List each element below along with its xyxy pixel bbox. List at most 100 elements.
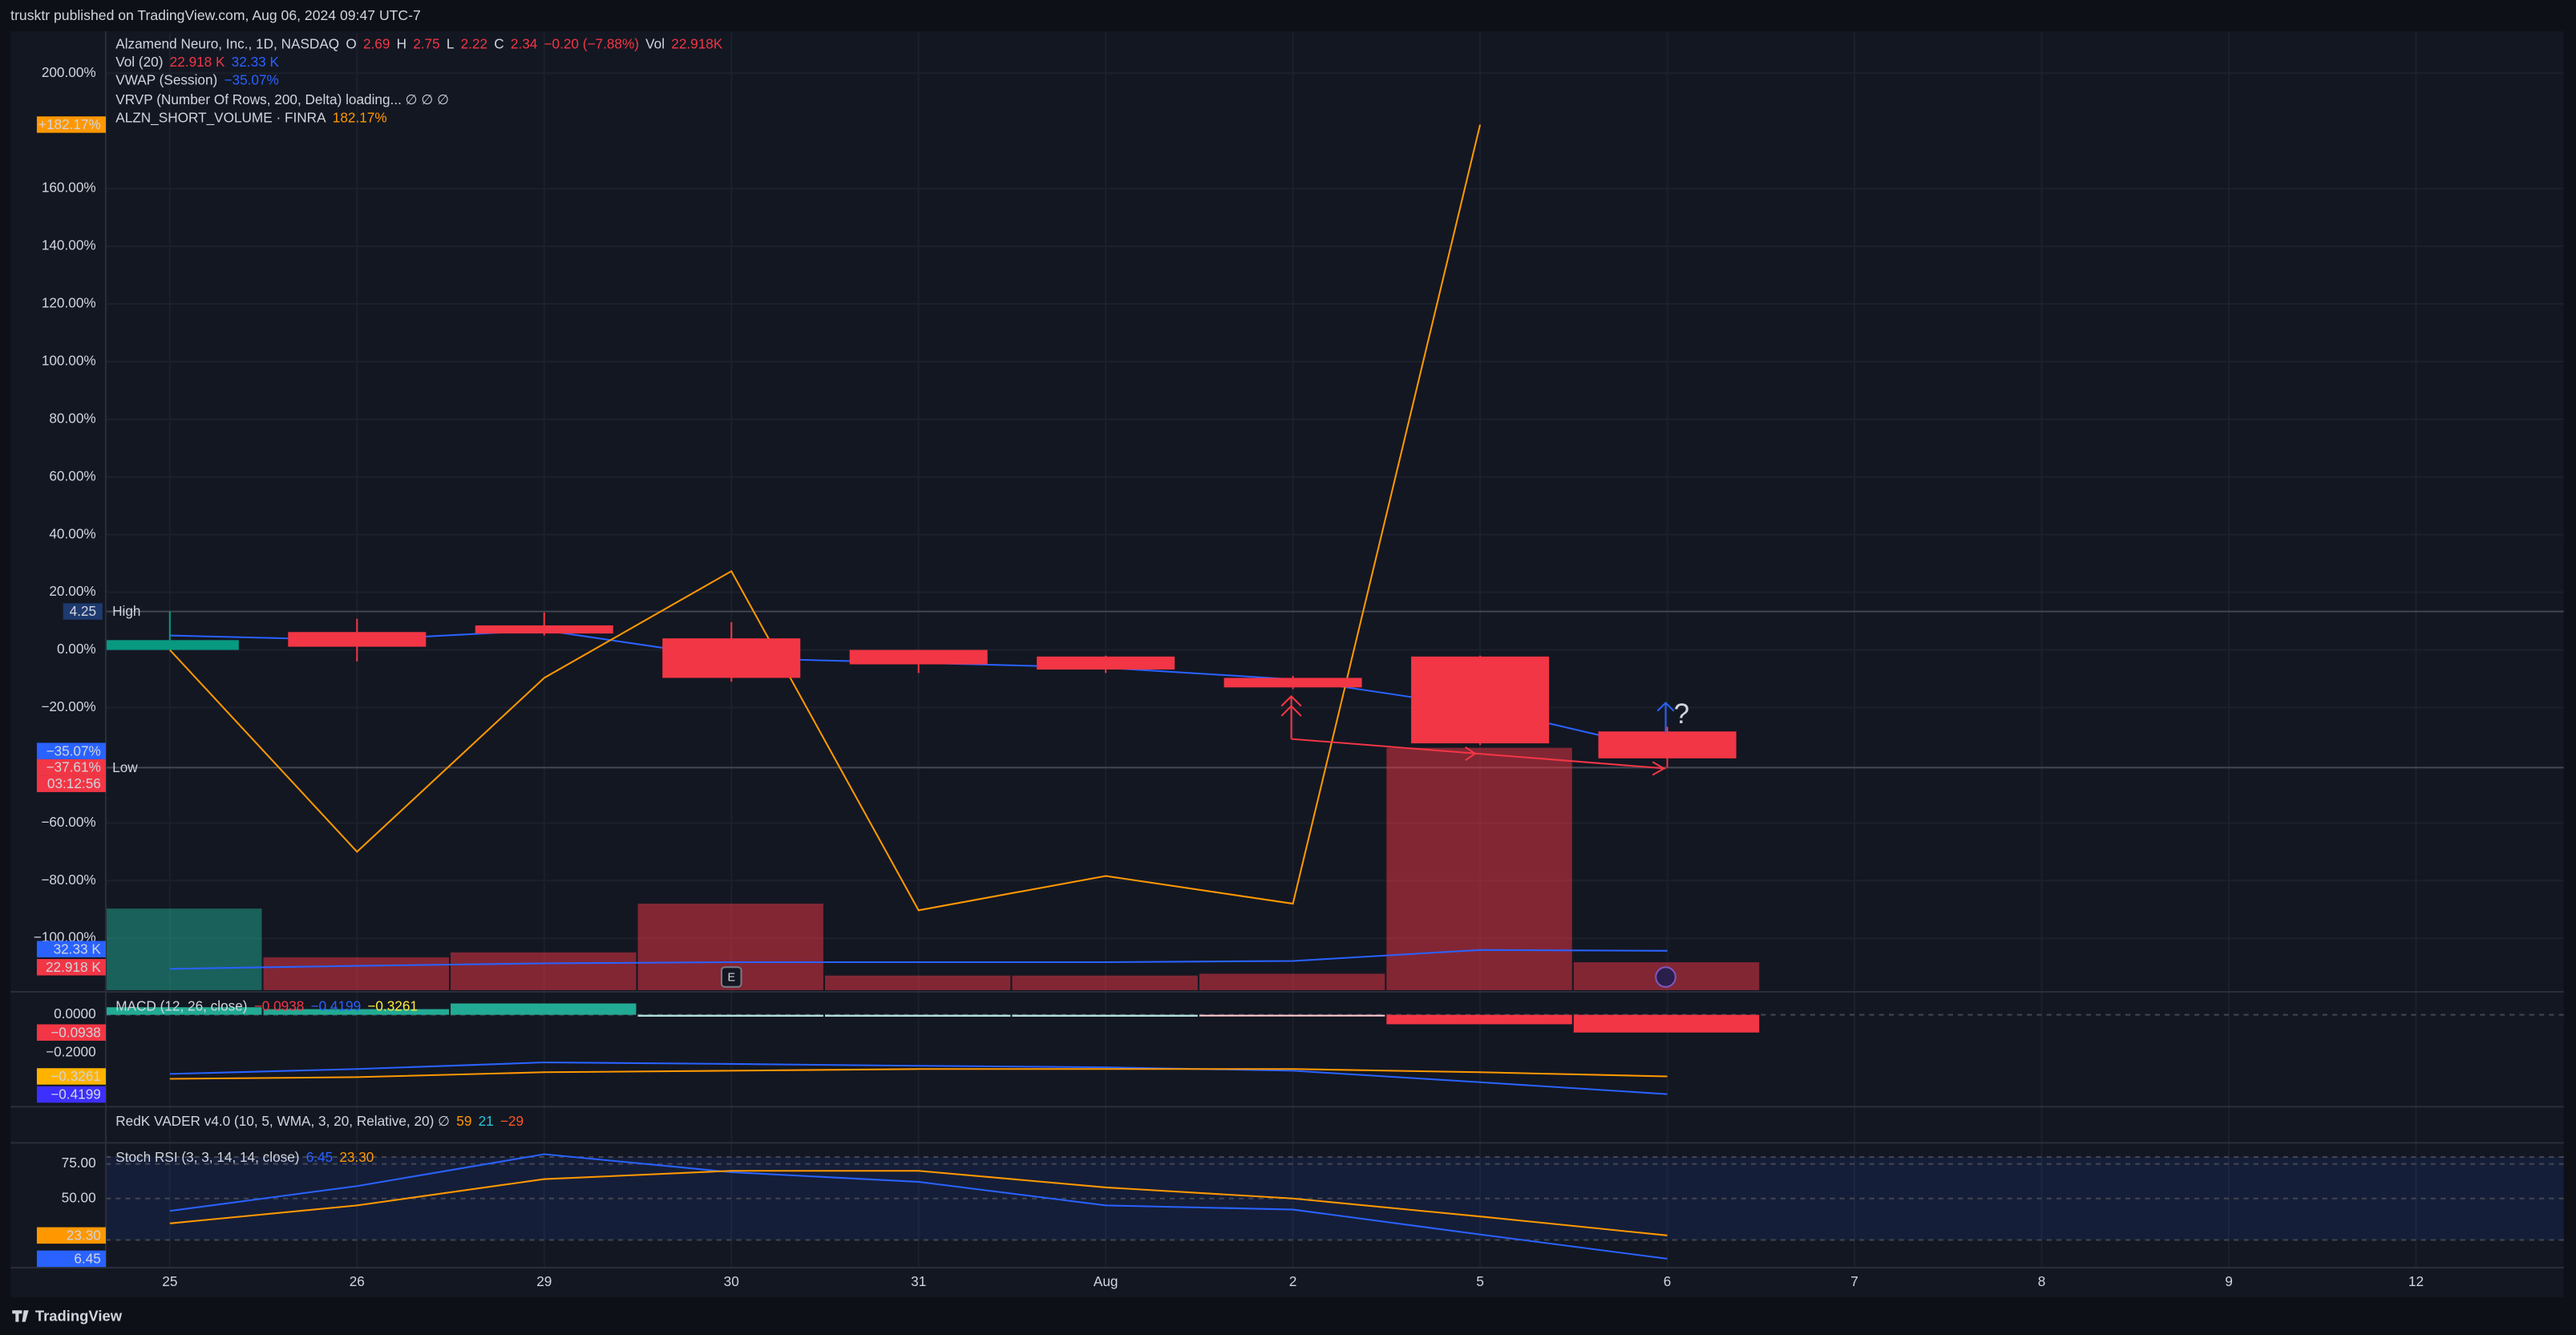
axis-tag-label: 32.33 K [54,941,102,957]
stoch-line [169,1170,1668,1236]
legend-item: ALZN_SHORT_VOLUME · FINRA [115,109,326,125]
arrow-up [1280,694,1302,739]
legend-item: 2.34 [511,35,538,51]
x-tick-label: 5 [1476,1273,1484,1289]
legend-item: MACD (12, 26, close) [115,997,247,1013]
legend-line: VWAP (Session) −35.07% [115,71,279,87]
macd-bar [1573,1014,1760,1033]
x-tick-label: 31 [911,1273,926,1289]
countdown-tag [36,775,106,792]
macd-bar [824,1014,1011,1017]
macd-line [169,1068,1668,1080]
volume-bar [263,957,449,990]
candle-body [1598,731,1737,759]
axis-tag-label: −0.3261 [51,1068,101,1084]
axis-tag [36,1086,106,1103]
x-tick-label: 2 [1289,1273,1297,1289]
y-tick-label: −0.2000 [46,1043,96,1059]
y-tick-label: 80.00% [49,410,95,426]
legend-item: 182.17% [333,109,387,125]
legend-line: RedK VADER v4.0 (10, 5, WMA, 3, 20, Rela… [115,1112,524,1128]
legend-item: −29 [500,1112,524,1128]
legend-item: 22.918 K [170,53,225,69]
legend-item: Alzamend Neuro, Inc., 1D, NASDAQ [115,35,339,51]
legend-item: Stoch RSI (3, 3, 14, 14, close) [115,1148,299,1164]
legend-item: H [397,35,406,51]
axis-tag [36,1227,106,1244]
legend-item: 32.33 K [232,53,280,69]
axis-tag-label: 23.30 [67,1227,101,1243]
y-tick-label: 200.00% [42,64,96,80]
axis-tag [36,959,106,976]
volume-bar [824,975,1011,990]
y-tick-label: 0.0000 [54,1005,96,1021]
y-tick-label: 140.00% [42,237,96,253]
y-tick-label: 160.00% [42,180,96,196]
macd-bar [105,1007,262,1015]
axis-tag [36,1068,106,1085]
volume-bar [451,952,637,990]
candle-body [662,638,801,678]
footer: TradingView [12,1307,123,1324]
y-tick-label: −20.00% [41,698,95,714]
y-tick-label: −60.00% [41,814,95,830]
legend-item: 59 [456,1112,471,1128]
y-tick-label: −80.00% [41,872,95,888]
volume-bar [105,908,262,990]
axis-tag-label: −0.4199 [51,1086,101,1102]
x-tick-label: 29 [536,1273,552,1289]
series-line [169,124,1482,912]
volume-ma [169,949,1668,970]
axis-tag [36,116,106,133]
x-tick-label: 8 [2038,1273,2046,1289]
axis-tag [36,759,106,776]
axis-tag [36,1024,106,1041]
legend-item: O [346,35,356,51]
level-name: High [112,603,140,619]
axis-tag-label: −0.0938 [51,1024,101,1040]
plot [105,32,2564,1268]
legend-item: C [494,35,503,51]
legend-item: Vol (20) [115,53,163,69]
legend-item: VWAP (Session) [115,71,217,87]
legend-item: 2.69 [363,35,390,51]
legend-line: ALZN_SHORT_VOLUME · FINRA 182.17% [115,109,386,125]
axis-tag-label: −35.07% [46,742,100,759]
x-tick-label: 7 [1850,1273,1858,1289]
axis-tag [36,742,106,759]
macd-bar [637,1014,823,1017]
y-tick-label: 40.00% [49,525,95,541]
legend-item: −0.4199 [311,997,362,1013]
y-tick-label: 120.00% [42,295,96,311]
legend-item: −0.0938 [254,997,305,1013]
legend-item: −0.20 (−7.88%) [544,35,639,51]
arrow-up [1656,702,1675,733]
legend-item: 23.30 [339,1148,374,1164]
y-tick-label: 20.00% [49,583,95,599]
legend-item: 22.918K [671,35,723,51]
brand: TradingView [35,1307,123,1324]
macd-bar [1386,1014,1572,1025]
trend-line [1291,738,1666,770]
candle-body [475,625,613,634]
legend-line: Alzamend Neuro, Inc., 1D, NASDAQ O 2.69 H 2.… [115,35,723,51]
x-tick-label: 9 [2225,1273,2233,1289]
legend-item: −35.07% [224,71,278,87]
legend-item: 2.22 [461,35,487,51]
drawings: ? E [720,694,1689,988]
x-tick-label: 6 [1664,1273,1672,1289]
legend-line: MACD (12, 26, close) −0.0938 −0.4199 −0.326… [115,997,418,1013]
legend-item: Vol [645,35,665,51]
candle-body [849,649,988,665]
legend-item: −0.3261 [367,997,418,1013]
candle-body [1223,678,1362,688]
level-name: Low [112,759,138,775]
candle-body [105,640,239,650]
axis-tag-label: 22.918 K [46,959,101,975]
chart-area [10,30,2564,1297]
x-tick-label: 30 [724,1273,739,1289]
axis-tag-label: 6.45 [74,1250,100,1266]
macd-bar [451,1003,637,1015]
countdown-label: 03:12:56 [47,775,101,791]
